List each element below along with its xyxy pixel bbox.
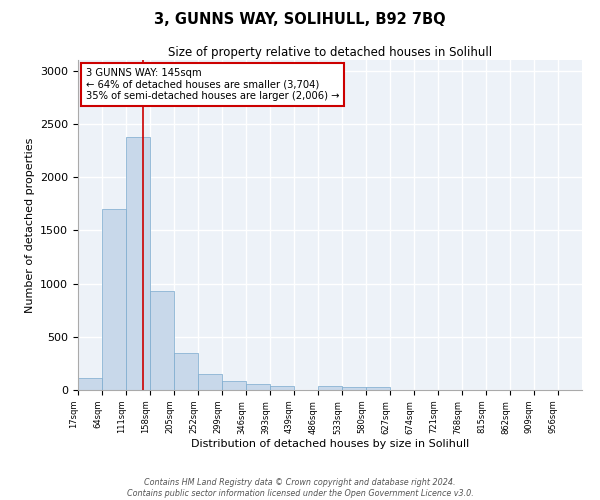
- Bar: [150, 291, 174, 390]
- Text: 3 GUNNS WAY: 145sqm
← 64% of detached houses are smaller (3,704)
35% of semi-det: 3 GUNNS WAY: 145sqm ← 64% of detached ho…: [86, 68, 339, 102]
- X-axis label: Distribution of detached houses by size in Solihull: Distribution of detached houses by size …: [191, 440, 469, 450]
- Bar: [198, 374, 222, 390]
- Bar: [78, 378, 102, 390]
- Bar: [126, 136, 150, 390]
- Bar: [102, 209, 126, 390]
- Bar: [366, 387, 390, 390]
- Bar: [222, 382, 246, 390]
- Bar: [342, 387, 366, 390]
- Bar: [174, 352, 198, 390]
- Bar: [246, 384, 270, 390]
- Text: Contains HM Land Registry data © Crown copyright and database right 2024.
Contai: Contains HM Land Registry data © Crown c…: [127, 478, 473, 498]
- Y-axis label: Number of detached properties: Number of detached properties: [25, 138, 35, 312]
- Bar: [318, 386, 342, 390]
- Bar: [270, 386, 294, 390]
- Title: Size of property relative to detached houses in Solihull: Size of property relative to detached ho…: [168, 46, 492, 59]
- Text: 3, GUNNS WAY, SOLIHULL, B92 7BQ: 3, GUNNS WAY, SOLIHULL, B92 7BQ: [154, 12, 446, 28]
